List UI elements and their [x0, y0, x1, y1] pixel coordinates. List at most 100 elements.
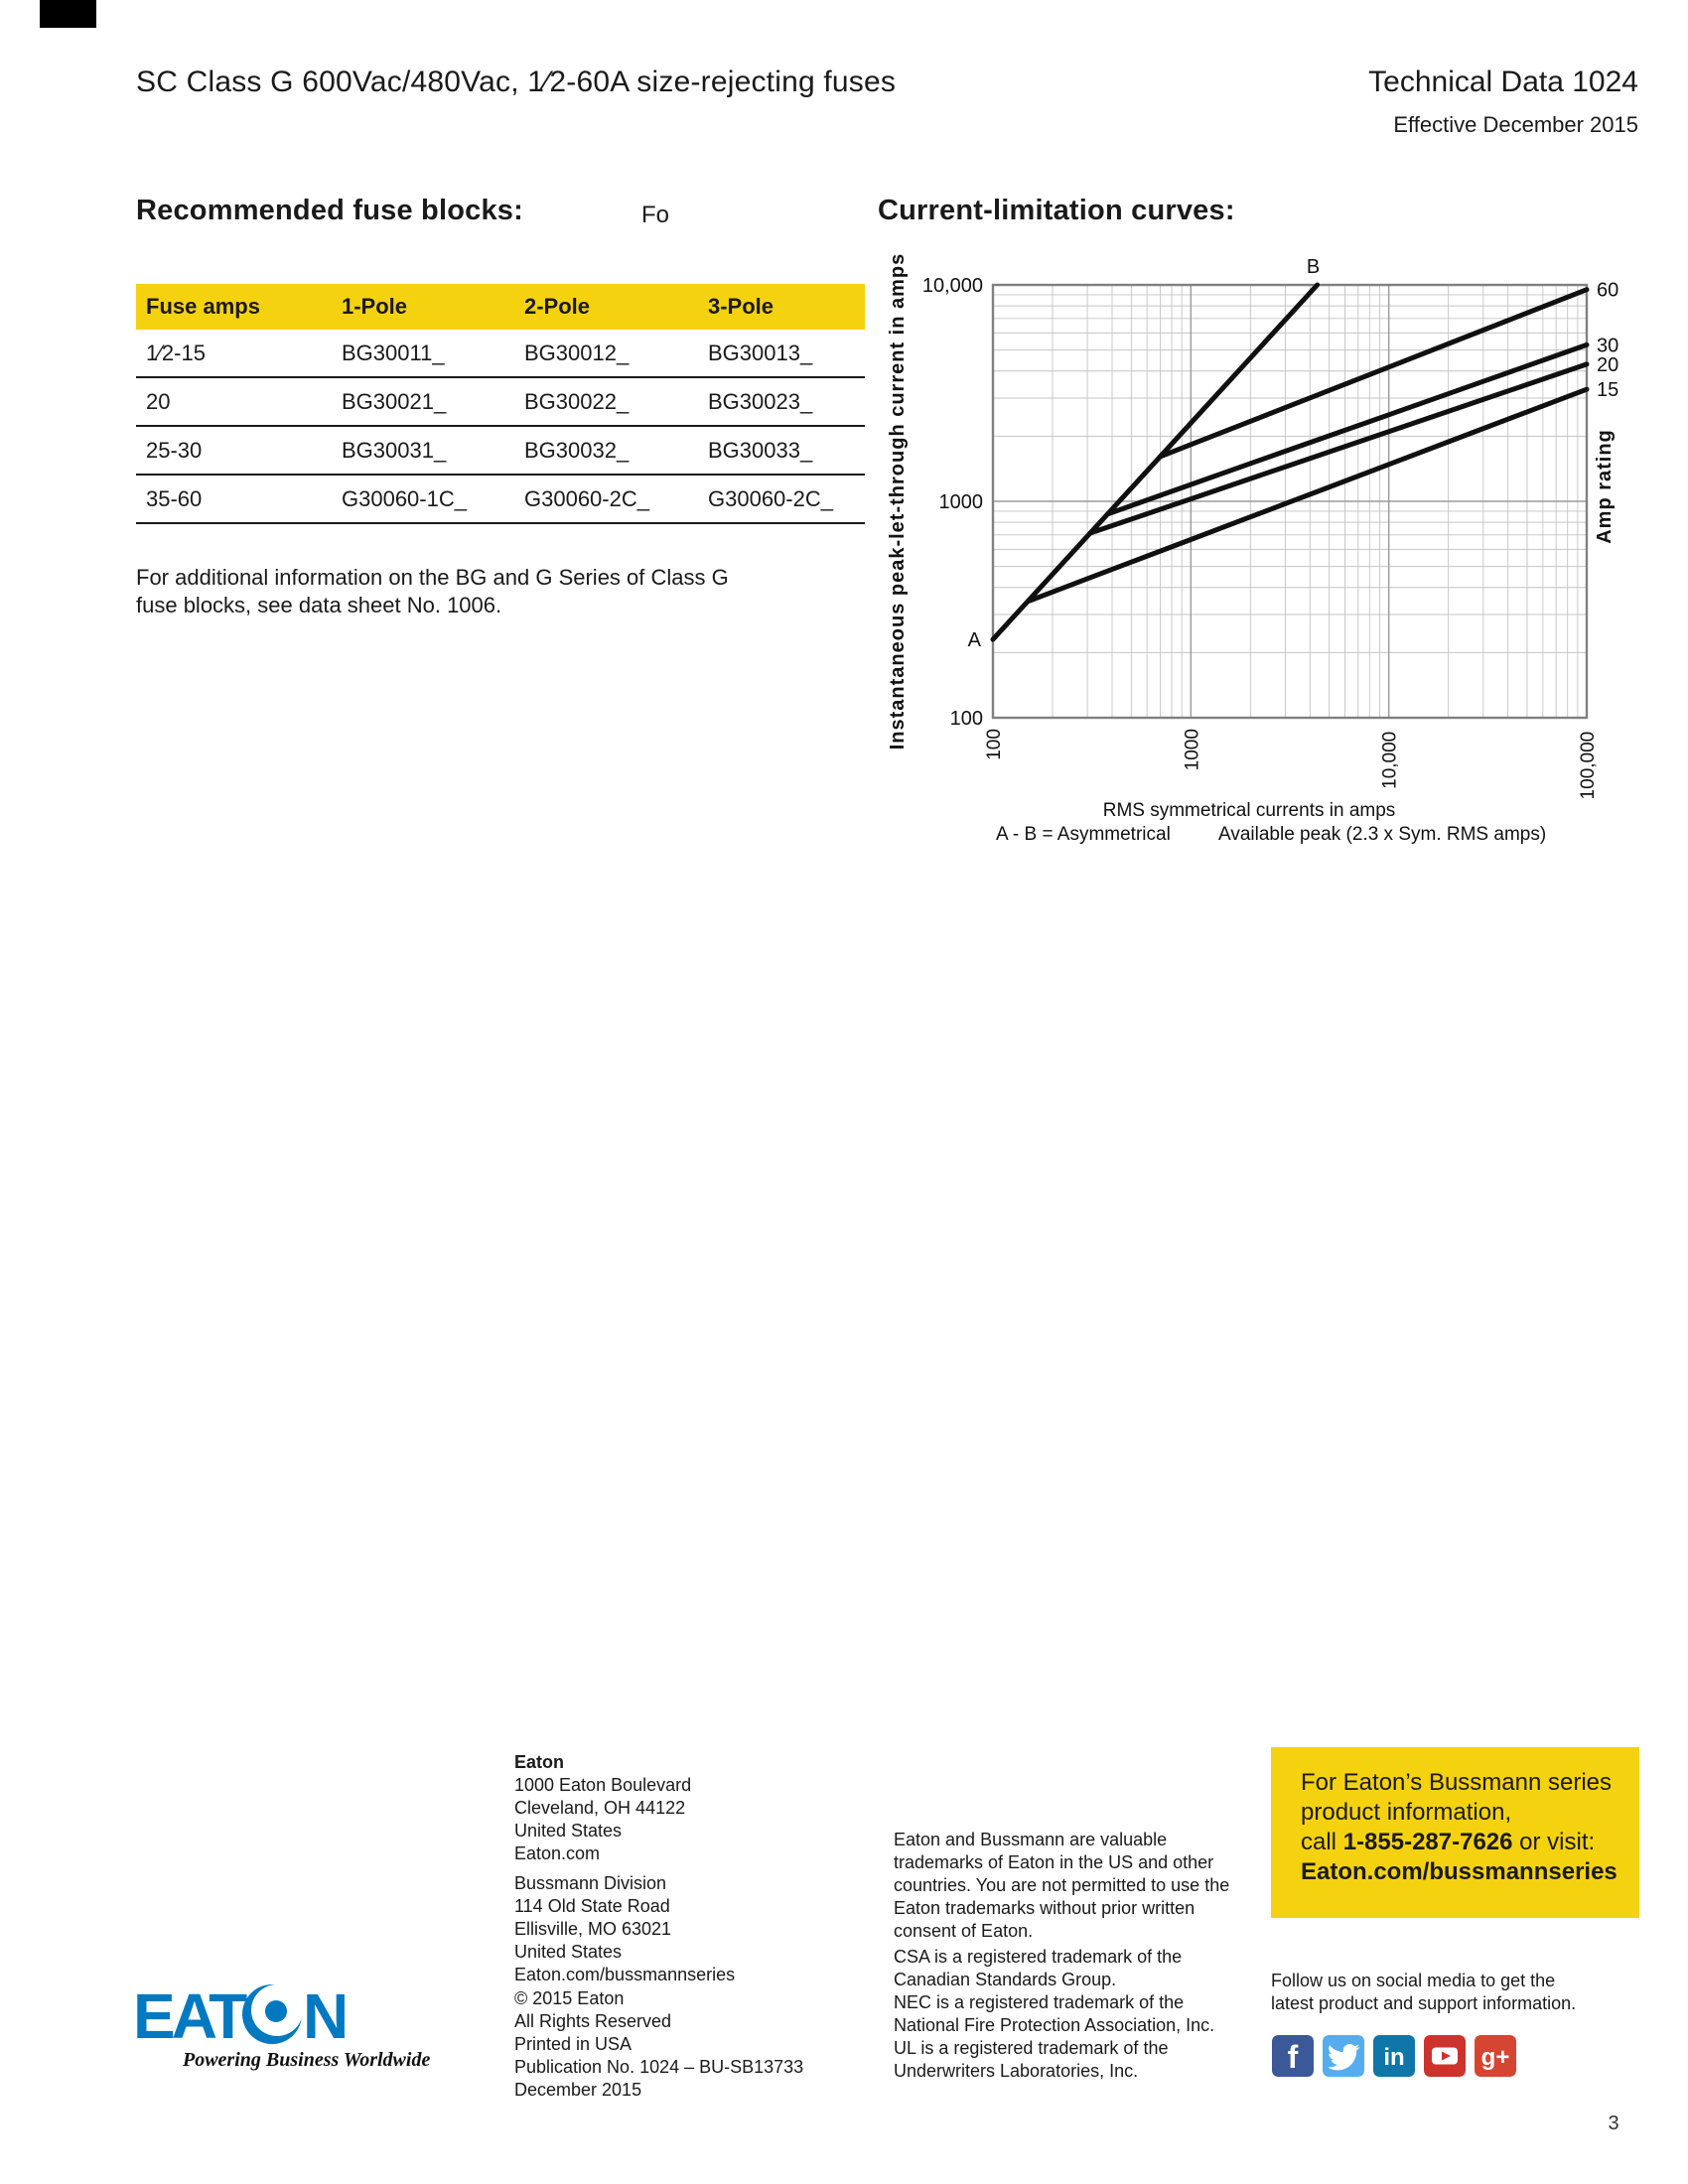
trademark-paragraph-2: CSA is a registered trademark of the Cana…	[894, 1946, 1271, 2083]
text-line: trademarks of Eaton in the US and other	[894, 1852, 1214, 1872]
twitter-icon[interactable]	[1323, 2035, 1364, 2077]
table-cell: BG30033_	[698, 426, 865, 476]
text-line: Eaton.com	[514, 1843, 601, 1863]
amp-rating-label: 15	[1597, 379, 1618, 401]
text-line: consent of Eaton.	[894, 1921, 1034, 1941]
caption-ab: A - B = Asymmetrical	[996, 824, 1171, 845]
table-cell: BG30022_	[514, 377, 698, 427]
text-line: countries. You are not permitted to use …	[894, 1875, 1230, 1895]
fuse-blocks-heading: Recommended fuse blocks:	[136, 195, 523, 226]
text-line: 1000 Eaton Boulevard	[514, 1775, 692, 1795]
doc-effective-date: Effective December 2015	[1393, 112, 1638, 137]
text-line: Eaton.com/bussmannseries	[514, 1965, 736, 1984]
table-body: 1⁄2-15 BG30011_ BG30012_ BG30013_ 20 BG30021_…	[136, 330, 865, 524]
column-header: 3-Pole	[698, 284, 865, 330]
curve-15	[1025, 386, 1590, 605]
y-tick-label: 1000	[939, 491, 984, 513]
table-cell: BG30013_	[698, 330, 865, 378]
text-line: Publication No. 1024 – BU-SB13733	[514, 2057, 804, 2077]
x-tick-label: 100	[984, 729, 1005, 760]
phone-number: 1-855-287-7626	[1342, 1829, 1513, 1855]
contact-line-2: product information,	[1301, 1799, 1512, 1826]
plot-frame	[991, 283, 1589, 720]
table-cell: 35-60	[136, 475, 332, 524]
right-axis-title: Amp rating	[1594, 429, 1616, 544]
text-line: December 2015	[514, 2080, 642, 2100]
google-plus-icon[interactable]: g+	[1475, 2035, 1516, 2077]
table-cell: BG30021_	[332, 377, 514, 427]
x-axis-title: RMS symmetrical currents in amps	[1103, 800, 1396, 821]
column-header: Fuse amps	[136, 284, 332, 330]
table-cell: G30060-1C_	[332, 475, 514, 524]
text-line: United States	[514, 1942, 623, 1962]
curve-A-B	[990, 282, 1321, 642]
svg-text:in: in	[1383, 2044, 1404, 2071]
contact-info-box: For Eaton’s Bussmann series product info…	[1271, 1747, 1639, 1918]
amp-rating-label: 30	[1597, 335, 1618, 356]
table-header-row: Fuse amps 1-Pole 2-Pole 3-Pole	[136, 284, 865, 330]
contact-line-3: call 1-855-287-7626 or visit:	[1301, 1829, 1596, 1855]
caption-peak: Available peak (2.3 x Sym. RMS amps)	[1218, 824, 1546, 845]
social-follow-text: Follow us on social media to get the late…	[1271, 1970, 1576, 2015]
table-row: 25-30 BG30031_ BG30032_ BG30033_	[136, 426, 865, 476]
column-header: 2-Pole	[514, 284, 698, 330]
text-line: fuse blocks, see data sheet No. 1006.	[136, 593, 502, 617]
text-line: National Fire Protection Association, In…	[894, 2015, 1215, 2035]
contact-url: Eaton.com/bussmannseries	[1301, 1858, 1618, 1885]
table-cell: G30060-2C_	[698, 475, 865, 524]
eaton-logo: EAT N	[133, 1980, 352, 2052]
text-line: Eaton	[514, 1752, 565, 1772]
stray-text: Fo	[641, 202, 670, 228]
table-cell: BG30032_	[514, 426, 698, 476]
text-line: For additional information on the BG and…	[136, 565, 729, 590]
y-axis-title: Instantaneous peak-let-through current i…	[887, 253, 909, 751]
text-line: All Rights Reserved	[514, 2011, 672, 2031]
table-header: Fuse amps 1-Pole 2-Pole 3-Pole	[136, 284, 865, 330]
x-tick-label: 10,000	[1380, 732, 1401, 789]
text-line: Cleveland, OH 44122	[514, 1798, 686, 1818]
logo-o-dot	[265, 2000, 287, 2022]
text-line: NEC is a registered trademark of the	[894, 1992, 1185, 2012]
eaton-tagline: Powering Business Worldwide	[183, 2049, 431, 2071]
logo-n-text: N	[303, 1983, 349, 2047]
eaton-logo-graphic: EAT N	[133, 1980, 349, 2052]
table-cell: 20	[136, 377, 332, 427]
x-tick-label: 1000	[1182, 729, 1202, 770]
address-division: Bussmann Division 114 Old State Road Ellis…	[514, 1872, 735, 1986]
address-hq: Eaton 1000 Eaton Boulevard Cleveland, OH 4…	[514, 1751, 691, 1865]
logo-eat-text: EAT	[136, 1983, 247, 2047]
amp-rating-label: 20	[1597, 354, 1618, 376]
text-line: Underwriters Laboratories, Inc.	[894, 2061, 1139, 2081]
y-tick-label: 100	[950, 708, 983, 730]
text-line: Ellisville, MO 63021	[514, 1919, 672, 1939]
facebook-icon[interactable]: f	[1272, 2035, 1314, 2077]
table-cell: 25-30	[136, 426, 332, 476]
fuse-blocks-note: For additional information on the BG and…	[136, 564, 772, 619]
label-a: A	[968, 629, 982, 651]
svg-text:f: f	[1288, 2039, 1299, 2075]
text-line: CSA is a registered trademark of the	[894, 1947, 1183, 1967]
text-line: latest product and support information.	[1271, 1993, 1577, 2013]
fuse-blocks-table: Fuse amps 1-Pole 2-Pole 3-Pole 1⁄2-15 BG3001…	[136, 284, 865, 524]
doc-number: Technical Data 1024	[1368, 66, 1638, 98]
table-row: 1⁄2-15 BG30011_ BG30012_ BG30013_	[136, 330, 865, 378]
contact-line-1: For Eaton’s Bussmann series	[1301, 1769, 1613, 1796]
curves-heading: Current-limitation curves:	[878, 195, 1235, 226]
table-cell: G30060-2C_	[514, 475, 698, 524]
text-line: © 2015 Eaton	[514, 1988, 625, 2008]
column-header: 1-Pole	[332, 284, 514, 330]
text-line: Printed in USA	[514, 2034, 633, 2054]
curve-30	[1105, 341, 1590, 517]
text-line: Eaton trademarks without prior written	[894, 1898, 1196, 1918]
x-tick-label: 100,000	[1578, 732, 1599, 800]
youtube-icon[interactable]	[1424, 2035, 1466, 2077]
trademark-paragraph-1: Eaton and Bussmann are valuable trademark…	[894, 1829, 1251, 1943]
doc-reference: Technical Data 1024 Effective December 2…	[1368, 66, 1638, 138]
text-line: UL is a registered trademark of the	[894, 2038, 1169, 2058]
table-cell: BG30012_	[514, 330, 698, 378]
social-icons-row: f in g+	[1272, 2035, 1516, 2077]
y-tick-label: 10,000	[922, 275, 983, 297]
linkedin-icon[interactable]: in	[1373, 2035, 1415, 2077]
page-number: 3	[1608, 2113, 1619, 2134]
